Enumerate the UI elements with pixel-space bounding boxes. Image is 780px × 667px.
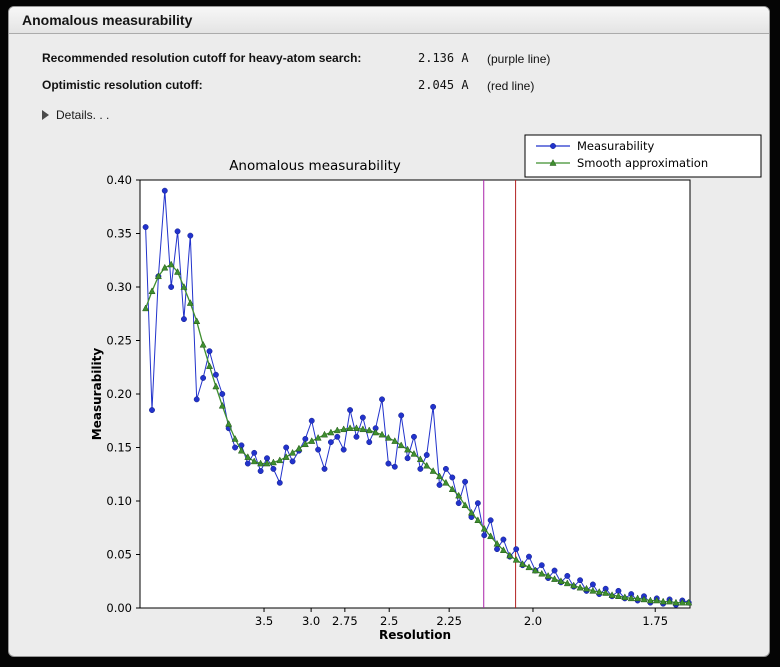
svg-text:0.00: 0.00	[106, 601, 132, 615]
svg-text:3.0: 3.0	[302, 614, 320, 628]
measurability-plot: 0.00 0.05 0.10 0.15 0.20 0.25 0.30 0.35 0.40 3.5 3…	[90, 130, 768, 655]
svg-text:0.40: 0.40	[106, 173, 132, 187]
svg-text:0.15: 0.15	[106, 441, 132, 455]
svg-text:1.75: 1.75	[642, 614, 668, 628]
optimistic-cutoff-row: Optimistic resolution cutoff: 2.045 A (r…	[9, 78, 769, 94]
recommended-cutoff-row: Recommended resolution cutoff for heavy-…	[9, 51, 769, 67]
details-label: Details. . .	[56, 108, 110, 122]
svg-text:2.75: 2.75	[332, 614, 358, 628]
smooth-approximation-series	[142, 260, 693, 606]
svg-text:0.30: 0.30	[106, 280, 132, 294]
svg-text:0.25: 0.25	[106, 334, 132, 348]
svg-text:0.05: 0.05	[106, 548, 132, 562]
legend: Measurability Smooth approximation	[524, 134, 762, 178]
svg-text:0.10: 0.10	[106, 494, 132, 508]
svg-text:0.35: 0.35	[106, 227, 132, 241]
details-disclosure[interactable]: Details. . .	[42, 107, 109, 123]
y-axis-label: Measurability	[90, 348, 104, 441]
panel-title: Anomalous measurability	[22, 12, 193, 28]
x-axis-label: Resolution	[379, 628, 451, 642]
svg-text:2.5: 2.5	[380, 614, 398, 628]
x-axis: 3.5 3.0 2.75 2.5 2.25 2.0 1.75	[255, 608, 668, 628]
optimistic-cutoff-value: 2.045 A	[418, 78, 469, 92]
legend-label-1: Measurability	[577, 139, 654, 153]
recommended-cutoff-note: (purple line)	[487, 52, 551, 66]
optimistic-cutoff-note: (red line)	[487, 79, 535, 93]
legend-label-2: Smooth approximation	[577, 156, 708, 170]
svg-text:2.25: 2.25	[436, 614, 462, 628]
recommended-cutoff-label: Recommended resolution cutoff for heavy-…	[42, 51, 362, 65]
plot-canvas: 0.000.050.100.150.200.250.300.350.403.5 3…	[90, 134, 762, 642]
svg-text:2.0: 2.0	[524, 614, 542, 628]
panel-header: Anomalous measurability	[9, 7, 769, 34]
svg-text:3.5: 3.5	[255, 614, 273, 628]
anomalous-measurability-panel: Anomalous measurability Recommended reso…	[8, 6, 770, 657]
svg-text:0.20: 0.20	[106, 387, 132, 401]
disclosure-triangle-icon[interactable]	[42, 110, 49, 120]
plot-area	[139, 179, 691, 609]
recommended-cutoff-value: 2.136 A	[418, 51, 469, 65]
optimistic-cutoff-label: Optimistic resolution cutoff:	[42, 78, 203, 92]
y-axis: 0.00 0.05 0.10 0.15 0.20 0.25 0.30 0.35 0.40	[106, 173, 140, 615]
plot-title: Anomalous measurability	[229, 158, 401, 174]
